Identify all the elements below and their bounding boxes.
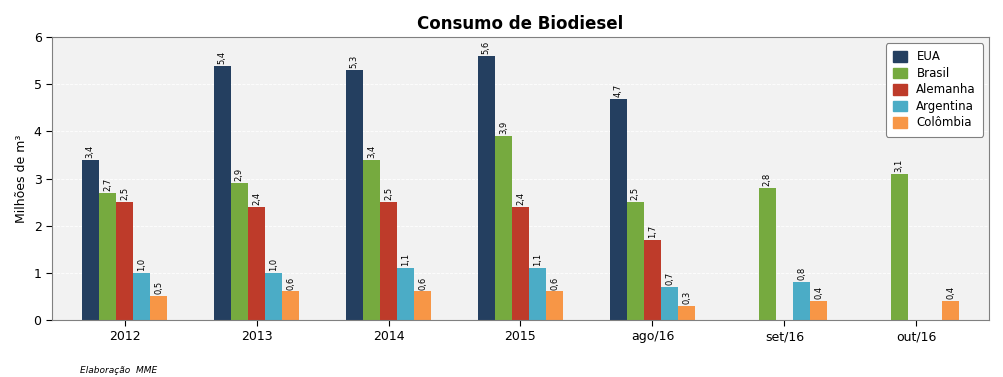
Bar <box>282 291 299 320</box>
Bar <box>362 160 379 320</box>
Bar <box>546 291 563 320</box>
Text: 1,1: 1,1 <box>533 253 542 266</box>
Bar <box>98 193 116 320</box>
Bar <box>809 301 826 320</box>
Text: 1,7: 1,7 <box>647 225 656 238</box>
Bar <box>643 240 660 320</box>
Bar <box>116 202 133 320</box>
Text: 4,7: 4,7 <box>613 83 622 97</box>
Text: 2,9: 2,9 <box>235 168 244 181</box>
Bar <box>81 160 98 320</box>
Text: 3,9: 3,9 <box>498 121 508 134</box>
Bar <box>214 66 231 320</box>
Text: 5,4: 5,4 <box>218 51 227 64</box>
Text: 2,4: 2,4 <box>516 192 525 205</box>
Text: 2,4: 2,4 <box>252 192 261 205</box>
Bar <box>890 174 907 320</box>
Text: 3,4: 3,4 <box>366 144 375 158</box>
Text: 2,8: 2,8 <box>762 173 771 186</box>
Bar <box>397 268 414 320</box>
Bar <box>609 98 626 320</box>
Text: 5,3: 5,3 <box>349 55 358 68</box>
Text: 3,1: 3,1 <box>894 159 903 172</box>
Text: 3,4: 3,4 <box>85 144 94 158</box>
Bar <box>758 188 775 320</box>
Text: 0,8: 0,8 <box>796 267 805 280</box>
Title: Consumo de Biodiesel: Consumo de Biodiesel <box>417 15 623 33</box>
Text: 2,5: 2,5 <box>630 187 639 200</box>
Y-axis label: Milhões de m³: Milhões de m³ <box>15 134 28 223</box>
Text: 0,4: 0,4 <box>813 286 822 299</box>
Bar <box>265 273 282 320</box>
Bar <box>414 291 431 320</box>
Text: 1,0: 1,0 <box>269 257 278 271</box>
Bar <box>133 273 150 320</box>
Text: 0,6: 0,6 <box>550 276 559 290</box>
Text: 5,6: 5,6 <box>481 41 490 54</box>
Bar <box>231 183 248 320</box>
Bar <box>660 287 677 320</box>
Text: 0,7: 0,7 <box>664 272 673 285</box>
Bar <box>345 70 362 320</box>
Bar <box>792 282 809 320</box>
Text: 0,4: 0,4 <box>945 286 954 299</box>
Text: 2,5: 2,5 <box>120 187 129 200</box>
Bar <box>626 202 643 320</box>
Text: 1,1: 1,1 <box>401 253 410 266</box>
Bar <box>677 306 695 320</box>
Bar <box>529 268 546 320</box>
Bar <box>512 207 529 320</box>
Text: 0,6: 0,6 <box>286 276 295 290</box>
Text: 1,0: 1,0 <box>137 257 146 271</box>
Text: Elaboração  MME: Elaboração MME <box>80 366 157 375</box>
Legend: EUA, Brasil, Alemanha, Argentina, Colômbia: EUA, Brasil, Alemanha, Argentina, Colômb… <box>885 43 982 136</box>
Bar <box>477 56 494 320</box>
Bar <box>150 296 168 320</box>
Text: 0,6: 0,6 <box>418 276 427 290</box>
Text: 0,3: 0,3 <box>682 291 691 304</box>
Text: 0,5: 0,5 <box>154 281 163 294</box>
Bar <box>379 202 397 320</box>
Bar <box>494 136 512 320</box>
Bar <box>941 301 958 320</box>
Text: 2,7: 2,7 <box>102 178 111 191</box>
Bar <box>248 207 265 320</box>
Text: 2,5: 2,5 <box>383 187 392 200</box>
